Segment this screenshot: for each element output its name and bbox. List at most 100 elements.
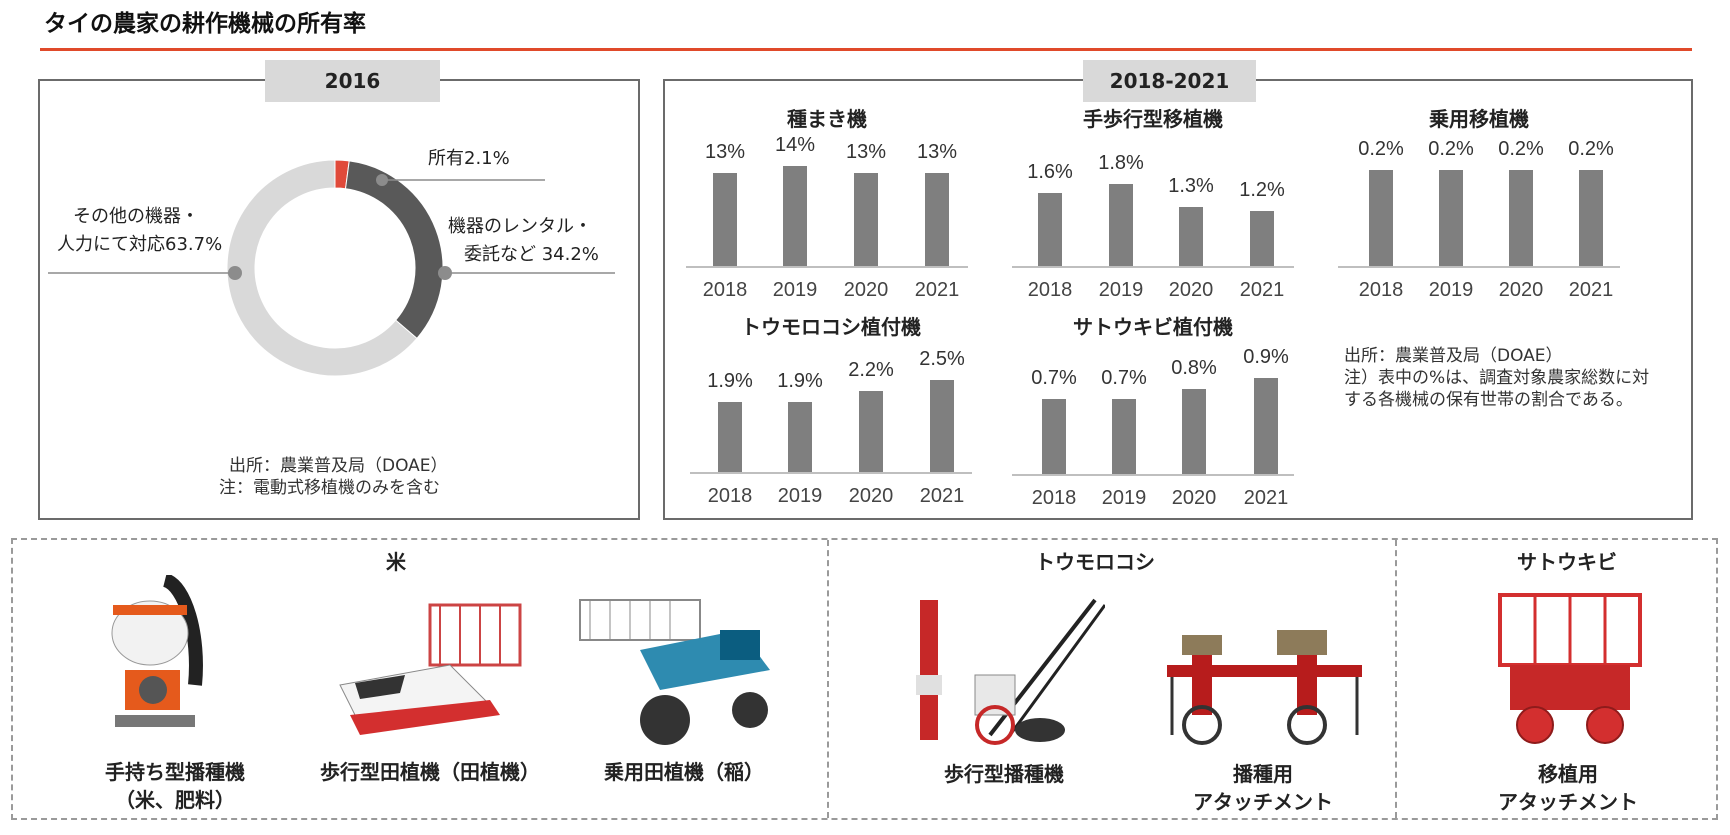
leader-dot-rental <box>438 266 452 280</box>
bar-label-0-3: 13% <box>916 141 958 164</box>
divider-rice-corn <box>827 540 829 818</box>
bar-1-2 <box>1179 206 1203 266</box>
tick-label-0-1: 2019 <box>772 279 818 301</box>
handheld-seeder-image <box>111 575 203 727</box>
bar-2-2 <box>1509 170 1533 266</box>
tick-label-4-0: 2018 <box>1031 487 1077 509</box>
bar-chart-title-4: サトウキビ植付機 <box>1073 315 1233 339</box>
donut-label-other-1: その他の機器・ <box>73 206 199 227</box>
planting-attachment-image <box>1167 630 1362 745</box>
machine-caption-2: 歩行型田植機（田植機） <box>320 760 540 784</box>
bar-chart-axis-1 <box>1012 266 1294 268</box>
machine-caption-1a: 手持ち型播種機 <box>105 760 245 784</box>
bar-label-2-2: 0.2% <box>1498 138 1544 160</box>
bar-chart-title-2: 乗用移植機 <box>1429 107 1529 131</box>
section-title-sugarcane: サトウキビ <box>1517 550 1617 574</box>
bar-label-1-0: 1.6% <box>1027 161 1073 184</box>
bar-label-2-1: 0.2% <box>1428 138 1474 160</box>
walking-rice-transplanter-image <box>339 603 522 735</box>
bar-chart-axis-2 <box>1338 266 1620 268</box>
riding-rice-transplanter-image <box>579 599 770 745</box>
tick-label-1-2: 2020 <box>1168 279 1214 301</box>
transplanting-attachment-image <box>1498 593 1642 744</box>
bar-label-0-2: 13% <box>845 141 887 164</box>
bar-3-1 <box>788 402 812 472</box>
bar-1-3 <box>1250 211 1274 266</box>
bar-label-0-1: 14% <box>774 134 816 156</box>
bar-label-2-3: 0.2% <box>1568 138 1614 160</box>
leader-dot-own <box>376 174 388 186</box>
bar-0-2 <box>854 173 878 266</box>
tick-label-0-0: 2018 <box>702 279 748 301</box>
bar-1-0 <box>1038 193 1062 266</box>
note-footnote-2018-2: する各機械の保有世帯の割合である。 <box>1344 390 1633 410</box>
tick-label-4-2: 2020 <box>1171 487 1217 509</box>
donut-slice-2 <box>226 159 418 377</box>
bar-label-3-2: 2.2% <box>848 359 894 382</box>
bar-1-1 <box>1109 184 1133 266</box>
bar-3-2 <box>859 391 883 472</box>
bar-label-3-1: 1.9% <box>777 370 823 393</box>
bar-2-3 <box>1579 170 1603 266</box>
tick-label-2-1: 2019 <box>1428 279 1474 301</box>
machine-caption-5b: アタッチメント <box>1193 790 1333 814</box>
tick-label-3-2: 2020 <box>848 485 894 507</box>
tick-label-3-3: 2021 <box>919 485 965 507</box>
tab-2016: 2016 <box>265 60 440 102</box>
walking-planter-image <box>916 598 1105 745</box>
bar-chart-axis-0 <box>686 266 968 268</box>
title-rule <box>40 48 1692 51</box>
bar-4-1 <box>1112 399 1136 474</box>
bar-0-0 <box>713 173 737 266</box>
tab-2018-2021: 2018-2021 <box>1083 60 1256 102</box>
bar-chart-title-0: 種まき機 <box>787 107 867 131</box>
bar-label-0-0: 13% <box>704 141 746 164</box>
bar-label-1-1: 1.8% <box>1098 152 1144 174</box>
tick-label-2-2: 2020 <box>1498 279 1544 301</box>
bar-4-2 <box>1182 388 1206 474</box>
bar-3-3 <box>930 380 954 472</box>
bar-label-1-2: 1.3% <box>1168 174 1214 197</box>
section-title-rice: 米 <box>386 550 406 574</box>
note-footnote-2016: 注：電動式移植機のみを含む <box>219 478 440 498</box>
donut-label-other-2: 人力にて対応63.7% <box>57 234 223 255</box>
bar-0-3 <box>925 173 949 266</box>
tick-label-4-3: 2021 <box>1243 487 1289 509</box>
machine-caption-6b: アタッチメント <box>1498 790 1638 814</box>
bar-chart-title-3: トウモロコシ植付機 <box>741 315 921 339</box>
tick-label-1-3: 2021 <box>1239 279 1285 301</box>
donut-label-own: 所有2.1% <box>428 148 510 169</box>
note-source-2016: 出所：農業普及局（DOAE） <box>229 456 448 476</box>
donut-chart <box>48 159 615 377</box>
tick-label-2-0: 2018 <box>1358 279 1404 301</box>
section-title-corn: トウモロコシ <box>1035 550 1155 574</box>
bar-label-3-3: 2.5% <box>919 348 965 370</box>
bar-label-2-0: 0.2% <box>1358 138 1404 160</box>
bar-label-4-0: 0.7% <box>1031 367 1077 390</box>
leader-dot-other <box>228 266 242 280</box>
tick-label-3-0: 2018 <box>707 485 753 507</box>
bar-chart-title-1: 手歩行型移植機 <box>1083 107 1223 131</box>
bar-label-4-1: 0.7% <box>1101 367 1147 390</box>
note-footnote-2018-1: 注）表中の%は、調査対象農家総数に対 <box>1344 368 1650 388</box>
machine-caption-5a: 播種用 <box>1233 762 1293 786</box>
bar-chart-axis-3 <box>690 472 972 474</box>
page-title: タイの農家の耕作機械の所有率 <box>44 11 366 37</box>
machine-caption-1b: （米、肥料） <box>115 788 235 812</box>
donut-label-rental-2: 委託など 34.2% <box>464 244 599 265</box>
tick-label-2-3: 2021 <box>1568 279 1614 301</box>
bar-2-1 <box>1439 170 1463 266</box>
bar-label-3-0: 1.9% <box>707 370 753 393</box>
bar-label-1-3: 1.2% <box>1239 179 1285 202</box>
machine-caption-4: 歩行型播種機 <box>944 762 1064 786</box>
bar-3-0 <box>718 402 742 472</box>
bar-chart-group: 種まき機 13% 2018 14% 2019 13% 2020 13% 2021 手歩行型移植機 1… <box>686 107 1620 509</box>
bar-0-1 <box>783 166 807 266</box>
bar-4-0 <box>1042 399 1066 474</box>
divider-corn-sugar <box>1395 540 1397 818</box>
bar-4-3 <box>1254 378 1278 474</box>
bar-label-4-2: 0.8% <box>1171 356 1217 379</box>
note-source-2018: 出所：農業普及局（DOAE） <box>1344 346 1563 366</box>
bar-chart-axis-4 <box>1012 474 1294 476</box>
machine-caption-3: 乗用田植機（稲） <box>604 760 764 784</box>
